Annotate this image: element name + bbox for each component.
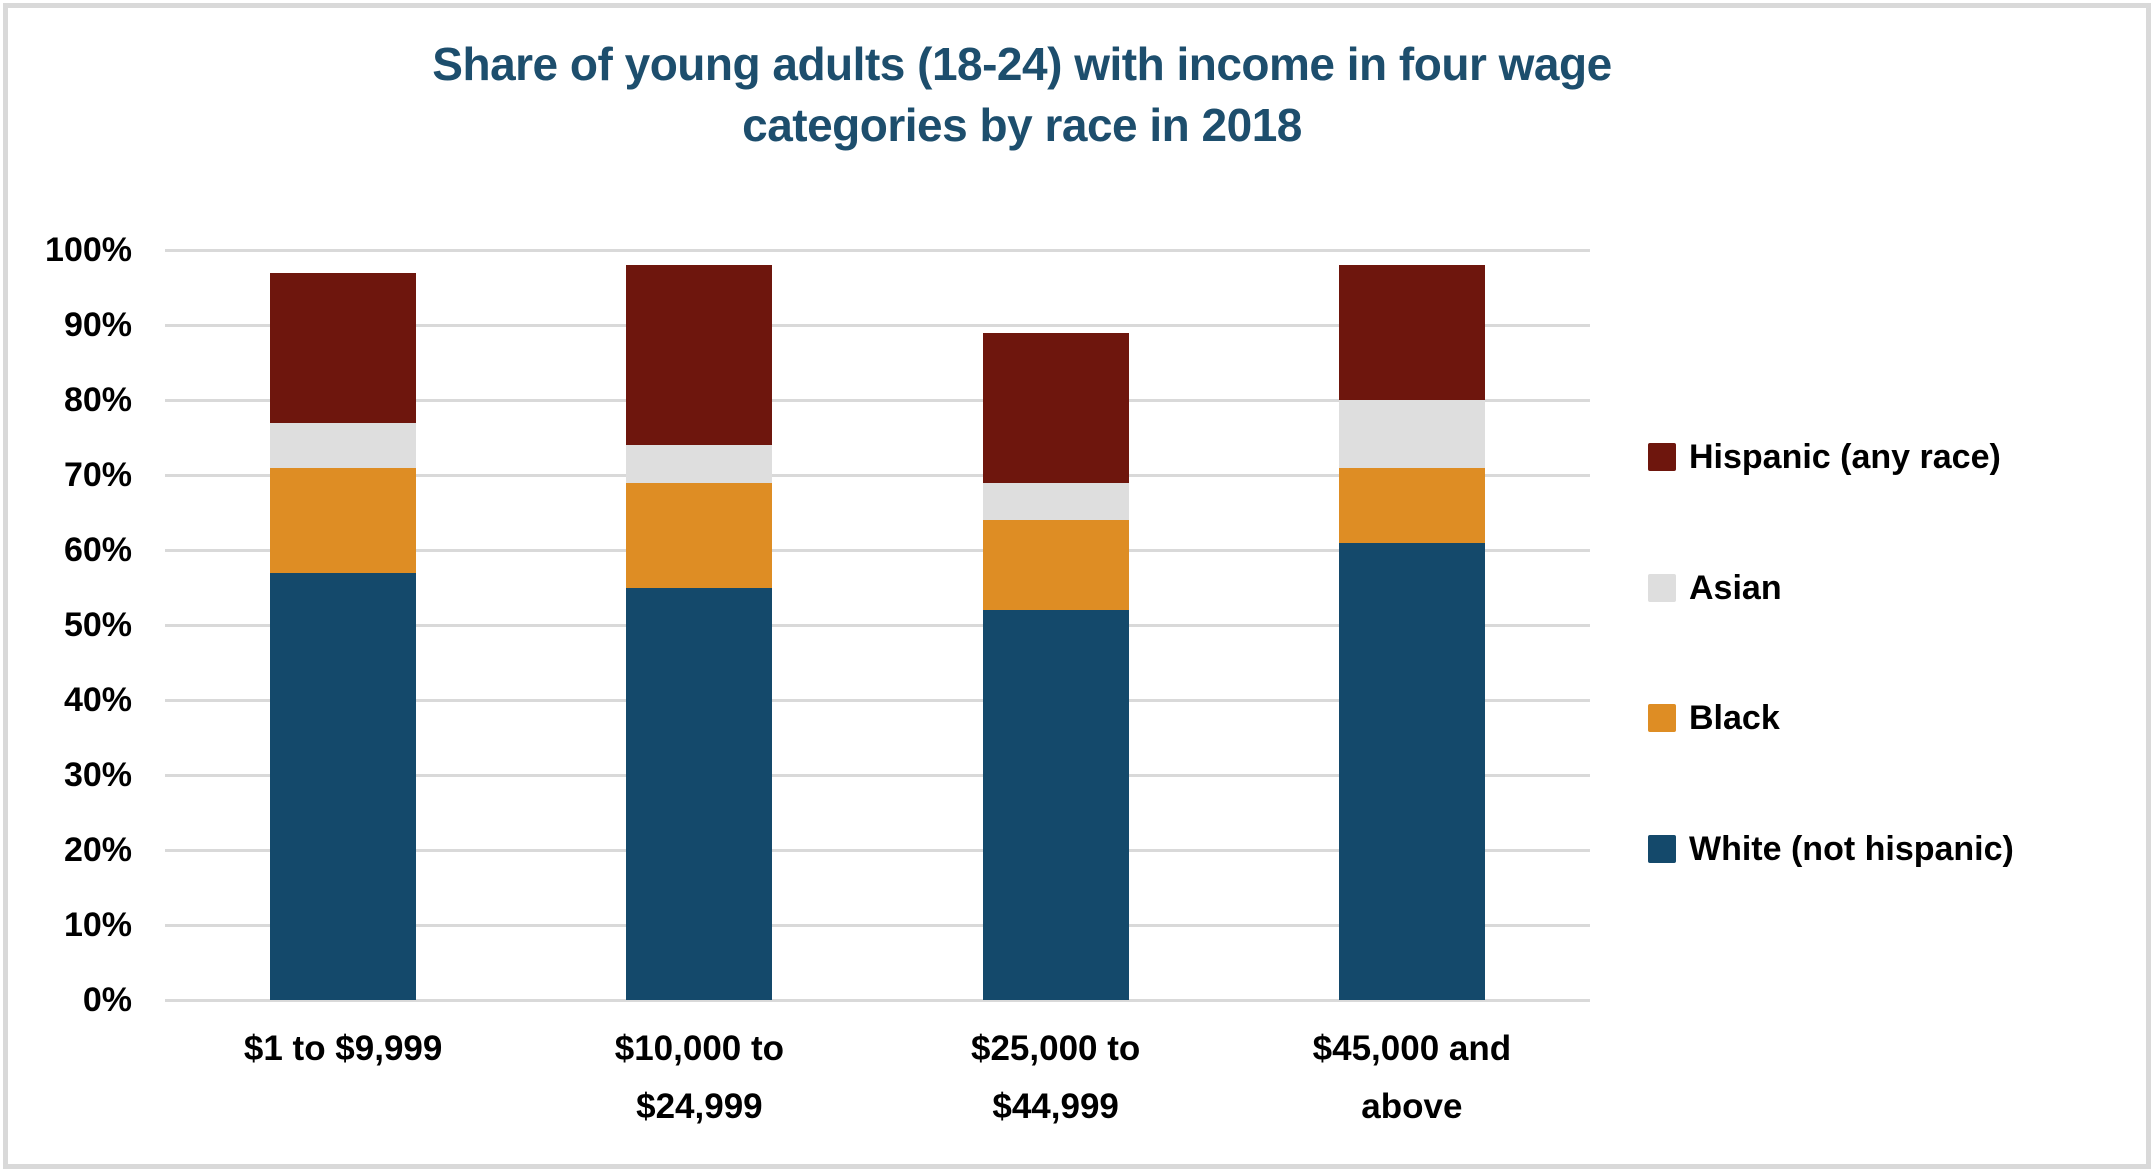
legend-item-hispanic-any-race: Hispanic (any race) [1648, 437, 2001, 476]
x-category-label-line: $44,999 [992, 1087, 1119, 1126]
bar-segment-black [270, 467, 417, 573]
gridline-60 [165, 548, 1590, 552]
y-tick-label-80: 80% [63, 381, 132, 419]
legend-item-black: Black [1648, 698, 1780, 737]
legend-item-white-not-hispanic: White (not hispanic) [1648, 829, 2014, 868]
x-category-label-line: $25,000 to [970, 1029, 1141, 1068]
bar-segment-white-not-hispanic [270, 572, 417, 1000]
y-tick-label-50: 50% [63, 606, 132, 644]
bar-segment-hispanic-any-race [982, 332, 1129, 483]
x-category-label-4: $45,000 and above [1230, 1020, 1594, 1136]
bar-25-000-to-44-999 [982, 332, 1129, 1000]
bar-segment-black [982, 520, 1129, 610]
y-tick-label-10: 10% [63, 906, 132, 944]
y-tick-label-0: 0% [82, 981, 132, 1019]
legend-label-asian: Asian [1689, 568, 1782, 607]
bar-segment-white-not-hispanic [626, 587, 773, 1000]
chart-title-line-1: Share of young adults (18-24) with incom… [432, 38, 1612, 90]
x-category-label-3: $25,000 to $44,999 [874, 1020, 1238, 1136]
legend-item-asian: Asian [1648, 568, 1782, 607]
bar-segment-white-not-hispanic [982, 610, 1129, 1000]
x-category-label-line: $10,000 to [614, 1029, 785, 1068]
gridline-70 [165, 473, 1590, 477]
gridline-90 [165, 323, 1590, 327]
chart-title: Share of young adults (18-24) with incom… [0, 34, 2044, 156]
bar-1-to-9-999 [270, 272, 417, 1000]
x-category-label-2: $10,000 to $24,999 [517, 1020, 881, 1136]
legend-swatch-white-not-hispanic [1648, 835, 1676, 863]
y-tick-label-100: 100% [45, 231, 132, 269]
legend-label-black: Black [1689, 698, 1780, 737]
bar-segment-black [626, 482, 773, 588]
bar-segment-white-not-hispanic [1338, 542, 1485, 1000]
x-category-label-line: $1 to $9,999 [243, 1029, 443, 1068]
bar-10-000-to-24-999 [626, 265, 773, 1000]
y-tick-label-60: 60% [63, 531, 132, 569]
bar-segment-asian [270, 422, 417, 468]
y-tick-label-90: 90% [63, 306, 132, 344]
bar-segment-hispanic-any-race [626, 265, 773, 445]
bar-segment-black [1338, 467, 1485, 543]
bar-segment-asian [1338, 400, 1485, 468]
legend-swatch-asian [1648, 574, 1676, 602]
x-category-label-line: $45,000 and [1312, 1029, 1512, 1068]
x-category-label-line: above [1361, 1087, 1463, 1126]
legend-label-hispanic-any-race: Hispanic (any race) [1689, 437, 2001, 476]
x-category-label-1: $1 to $9,999 [161, 1020, 525, 1078]
chart-title-line-2: categories by race in 2018 [742, 99, 1302, 151]
bar-45-000-and-above [1338, 265, 1485, 1000]
gridline-80 [165, 398, 1590, 402]
bar-segment-asian [626, 445, 773, 483]
legend-swatch-hispanic-any-race [1648, 443, 1676, 471]
bar-segment-hispanic-any-race [270, 272, 417, 423]
gridline-30 [165, 773, 1590, 777]
bar-segment-hispanic-any-race [1338, 265, 1485, 400]
plot-area [165, 248, 1590, 1002]
gridline-20 [165, 848, 1590, 852]
gridline-40 [165, 698, 1590, 702]
y-tick-label-70: 70% [63, 456, 132, 494]
bar-segment-asian [982, 482, 1129, 520]
y-tick-label-20: 20% [63, 831, 132, 869]
y-tick-label-40: 40% [63, 681, 132, 719]
gridline-50 [165, 623, 1590, 627]
x-category-label-line: $24,999 [636, 1087, 763, 1126]
y-tick-label-30: 30% [63, 756, 132, 794]
legend-swatch-black [1648, 704, 1676, 732]
gridline-100 [165, 248, 1590, 252]
gridline-0 [165, 998, 1590, 1002]
gridline-10 [165, 923, 1590, 927]
legend-label-white-not-hispanic: White (not hispanic) [1689, 829, 2014, 868]
